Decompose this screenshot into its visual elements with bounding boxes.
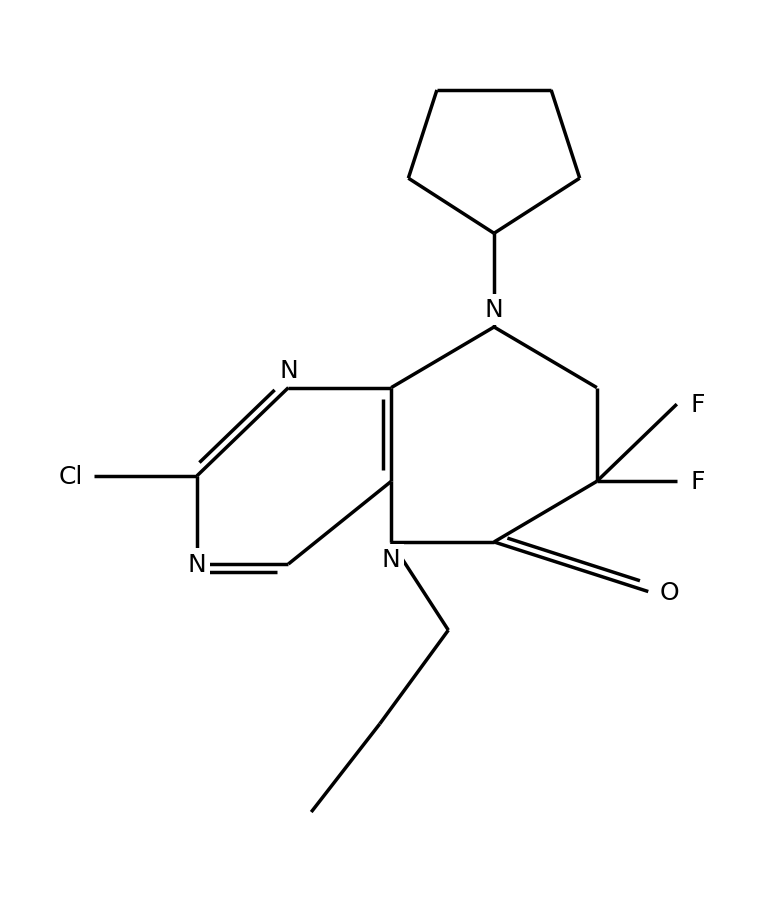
Text: Cl: Cl bbox=[59, 464, 82, 489]
Text: F: F bbox=[691, 470, 705, 494]
Text: O: O bbox=[660, 580, 679, 604]
Text: F: F bbox=[691, 393, 705, 416]
Text: N: N bbox=[382, 548, 401, 572]
Text: N: N bbox=[187, 553, 207, 576]
Text: N: N bbox=[485, 298, 503, 322]
Text: N: N bbox=[279, 358, 298, 383]
